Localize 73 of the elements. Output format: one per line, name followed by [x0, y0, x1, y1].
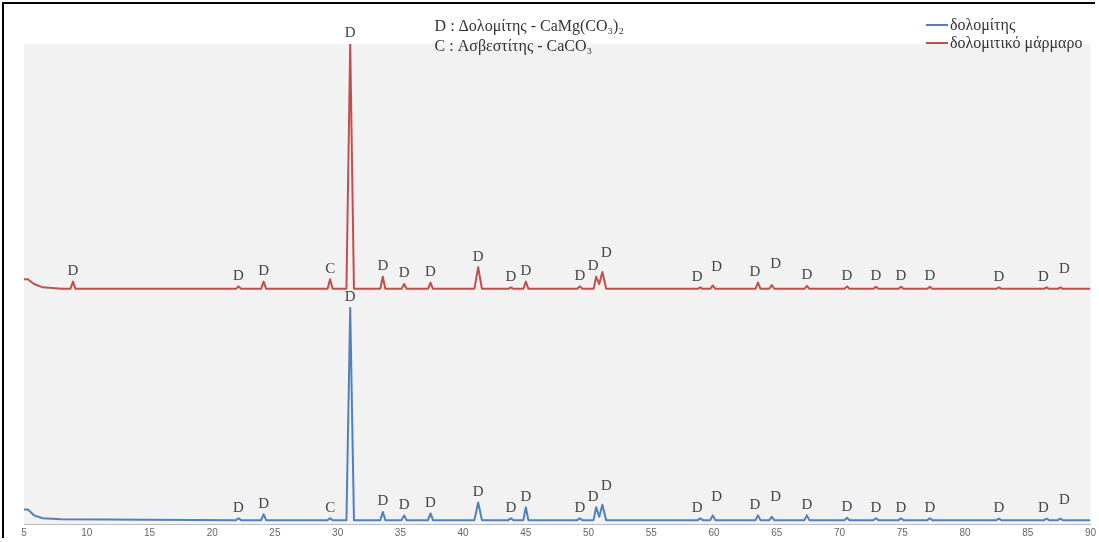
annotation: C [325, 498, 336, 515]
annotation: D [344, 24, 356, 41]
annotation: D [1038, 267, 1050, 284]
annotation: D [425, 263, 437, 279]
annotation: D [472, 247, 484, 264]
legend-label: δολομίτης [949, 16, 1016, 34]
x-tick-label: 70 [833, 526, 846, 538]
annotation: D [520, 262, 532, 279]
x-tick-label: 20 [206, 526, 219, 538]
x-tick-label: 40 [457, 526, 470, 538]
annotation: D [801, 495, 813, 512]
annotation: D [233, 498, 245, 515]
annotation: D [749, 495, 761, 512]
x-tick-label: 75 [896, 526, 909, 538]
annotation: D [993, 499, 1005, 516]
x-tick-label: 50 [583, 526, 595, 538]
x-tick-label: 65 [771, 526, 783, 538]
annotation: D [801, 266, 813, 283]
annotation: D [600, 477, 612, 494]
x-tick-label: 55 [645, 526, 658, 538]
x-tick-label: 45 [520, 526, 532, 538]
annotation: D [711, 487, 723, 504]
x-tick-label: 10 [81, 526, 93, 538]
annotation: D [472, 482, 484, 499]
annotation: D [505, 498, 517, 515]
annotation: D [924, 498, 936, 515]
x-tick-label: 5 [21, 526, 28, 538]
annotation: D [841, 498, 853, 515]
annotation: D [1038, 499, 1050, 516]
annotation: D [233, 266, 245, 283]
annotation: D [1058, 491, 1070, 508]
x-tick-label: 25 [269, 526, 281, 538]
annotation: D [770, 255, 782, 271]
annotation: D [895, 498, 907, 515]
annotation: D [377, 492, 389, 509]
annotation: C [325, 259, 336, 276]
x-tick-label: 30 [332, 526, 344, 538]
annotation: D [749, 263, 761, 279]
annotation: D [505, 267, 517, 284]
annotation: D [691, 498, 703, 515]
annotation: D [574, 498, 586, 515]
legend-label: δολομιτικό μάρμαρο [949, 34, 1083, 52]
annotation: D [587, 257, 599, 274]
x-tick-label: 85 [1022, 526, 1034, 538]
x-tick-label: 15 [143, 526, 156, 538]
annotation: D [258, 494, 270, 511]
annotation: D [600, 244, 612, 261]
annotation: D [1058, 259, 1070, 276]
annotation: D [870, 498, 882, 515]
annotation: D [258, 262, 270, 279]
annotation: D [993, 267, 1005, 284]
annotation: C : Ασβεστίτης - CaCO₃ [434, 36, 594, 56]
annotation: D [770, 487, 782, 504]
annotation: D [924, 267, 936, 284]
annotation: D [711, 257, 723, 274]
annotation: D [67, 262, 79, 279]
annotation: D [841, 266, 853, 283]
annotation: D [587, 487, 599, 504]
annotation: D [574, 266, 586, 283]
annotation: D [398, 264, 410, 281]
x-tick-label: 35 [394, 526, 407, 538]
annotation: D [870, 267, 882, 284]
annotation: D [691, 267, 703, 284]
annotation: D [895, 267, 907, 284]
annotation: D [520, 487, 532, 504]
x-tick-label: 90 [1084, 526, 1097, 538]
x-tick-label: 80 [959, 526, 971, 538]
x-tick-label: 60 [708, 526, 721, 538]
annotation: D [344, 288, 356, 305]
annotation: D [398, 495, 410, 512]
annotation: D [425, 493, 437, 510]
annotation: D [377, 257, 389, 274]
text: D : Δολομίτης - CaMg(CO₃)₂ [434, 16, 625, 36]
